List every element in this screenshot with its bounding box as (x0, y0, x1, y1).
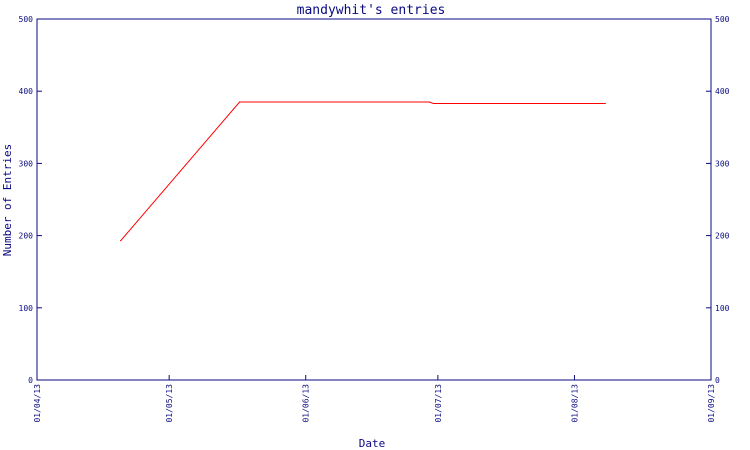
y-tick-label-right: 200 (715, 232, 730, 241)
data-point (120, 240, 122, 242)
y-tick-label-left: 400 (19, 87, 34, 96)
x-tick-label: 01/08/13 (570, 384, 579, 423)
data-point (428, 101, 430, 103)
data-point (239, 101, 241, 103)
y-tick-label-left: 100 (19, 304, 34, 313)
y-tick-label-right: 100 (715, 304, 730, 313)
y-axis-label: Number of Entries (1, 144, 14, 257)
x-tick-label: 01/05/13 (165, 384, 174, 423)
y-tick-label-right: 0 (715, 376, 720, 385)
y-tick-label-right: 300 (715, 159, 730, 168)
x-tick-label: 01/04/13 (33, 384, 42, 423)
y-tick-label-right: 400 (715, 87, 730, 96)
x-tick-label: 01/06/13 (302, 384, 311, 423)
plot-area (36, 18, 712, 381)
y-tick-label-left: 0 (28, 376, 33, 385)
axis-ticks: 0 0 100 100 200 200 300 300 400 400 500 500 01/04/13… (19, 15, 730, 423)
y-tick-label-right: 500 (715, 15, 730, 24)
x-axis-label: Date (359, 437, 386, 450)
y-tick-label-left: 200 (19, 232, 34, 241)
series-layer (120, 101, 606, 242)
x-tick-label: 01/09/13 (707, 384, 716, 423)
y-tick-label-left: 500 (19, 15, 34, 24)
x-tick-label: 01/07/13 (434, 384, 443, 423)
data-point (604, 102, 606, 105)
chart-title: mandywhit's entries (297, 3, 446, 18)
y-tick-label-left: 300 (19, 159, 34, 168)
data-point (432, 102, 435, 105)
